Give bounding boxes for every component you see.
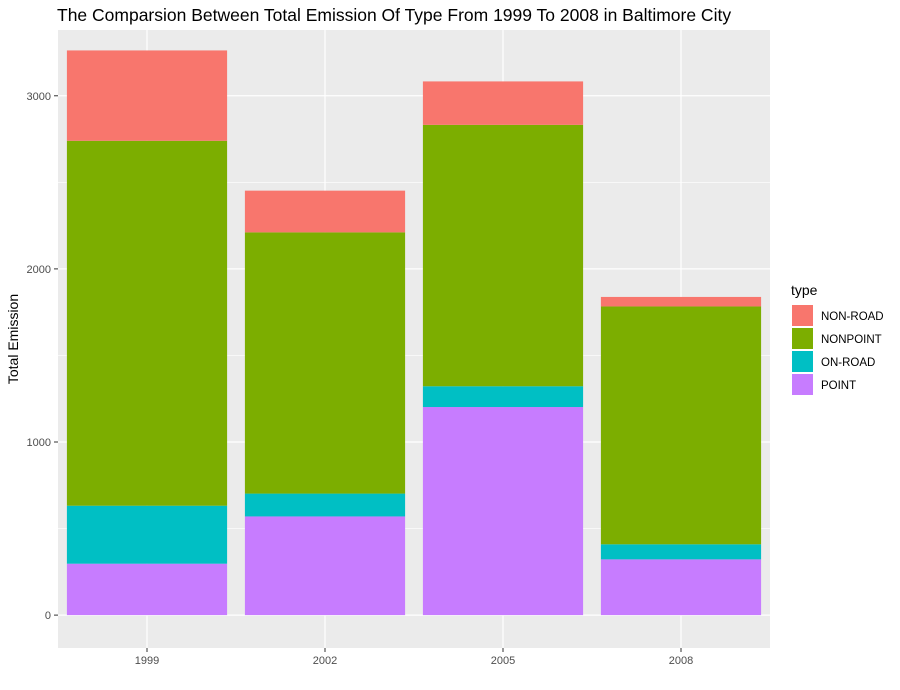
- bar-2008-point: [600, 559, 762, 616]
- bar-2005-point: [422, 407, 584, 616]
- legend-key-nonpoint: [792, 328, 813, 349]
- x-tick-label: 2002: [313, 655, 337, 667]
- y-tick-label: 3000: [27, 91, 51, 103]
- x-tick-label: 2005: [491, 655, 515, 667]
- bar-2002-point: [244, 516, 406, 616]
- bar-2005-on-road: [422, 386, 584, 408]
- legend-key-on-road: [792, 351, 813, 372]
- bar-1999-nonpoint: [66, 140, 228, 506]
- y-tick-label: 0: [45, 610, 51, 622]
- bar-1999-point: [66, 563, 228, 616]
- y-axis-title: Total Emission: [5, 294, 21, 384]
- bar-2002-non-road: [244, 190, 406, 233]
- bar-2008-nonpoint: [600, 306, 762, 545]
- bar-1999-on-road: [66, 505, 228, 564]
- bar-2008-on-road: [600, 544, 762, 560]
- chart-title: The Comparsion Between Total Emission Of…: [57, 5, 731, 25]
- bar-2008-non-road: [600, 296, 762, 307]
- legend-key-point: [792, 374, 813, 395]
- x-tick-label: 2008: [669, 655, 693, 667]
- y-tick-label: 2000: [27, 264, 51, 276]
- bar-2002-on-road: [244, 493, 406, 517]
- legend: type NON-ROAD NONPOINT ON-ROAD POINT: [791, 282, 884, 395]
- legend-key-non-road: [792, 305, 813, 326]
- x-axis: 1999 2002 2005 2008: [135, 648, 693, 667]
- y-tick-label: 1000: [27, 437, 51, 449]
- legend-label-nonpoint: NONPOINT: [821, 334, 882, 346]
- bar-2005-nonpoint: [422, 124, 584, 387]
- legend-title: type: [791, 282, 818, 298]
- legend-label-point: POINT: [821, 380, 856, 392]
- legend-label-non-road: NON-ROAD: [821, 311, 884, 323]
- bar-2005-non-road: [422, 81, 584, 125]
- y-axis: 0 1000 2000 3000: [27, 91, 58, 622]
- bar-2002-nonpoint: [244, 232, 406, 494]
- bars: [66, 50, 762, 616]
- legend-label-on-road: ON-ROAD: [821, 357, 875, 369]
- bar-1999-non-road: [66, 50, 228, 141]
- x-tick-label: 1999: [135, 655, 159, 667]
